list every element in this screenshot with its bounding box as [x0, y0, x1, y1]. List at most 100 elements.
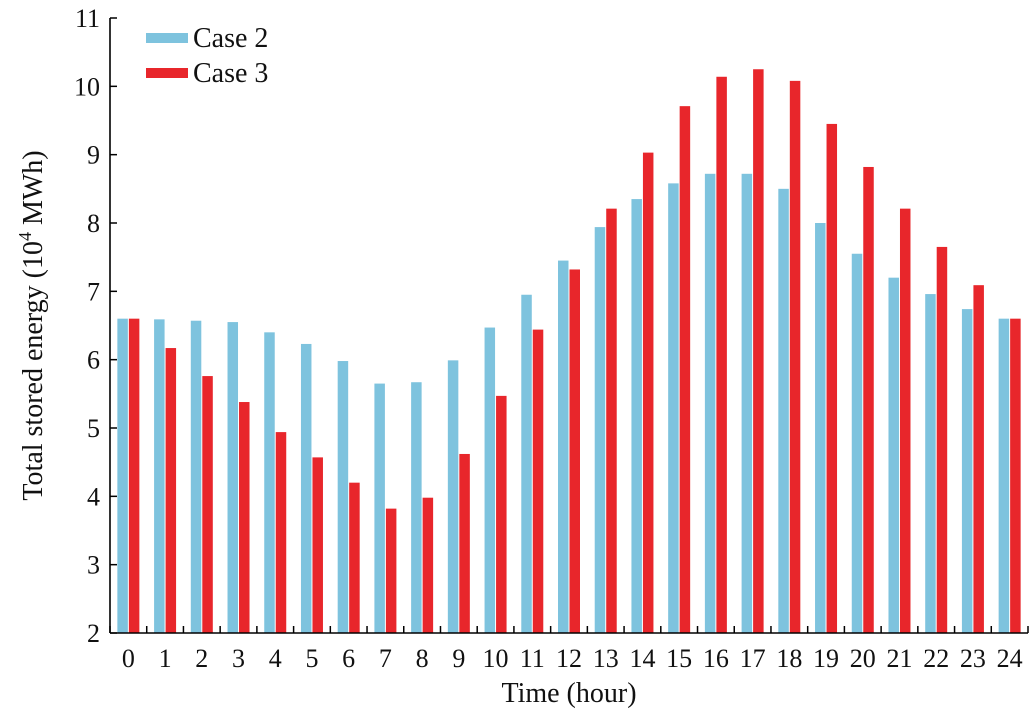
- bar-case-2-hour-12: [558, 260, 569, 633]
- y-tick-label-8: 8: [87, 209, 100, 238]
- y-tick-label-5: 5: [87, 414, 100, 443]
- bar-case-2-hour-20: [851, 253, 863, 633]
- x-tick-label-23: 23: [960, 644, 986, 673]
- legend-label-case-2: Case 2: [193, 23, 268, 54]
- bar-case-2-hour-17: [741, 173, 753, 634]
- x-tick-label-24: 24: [997, 644, 1023, 673]
- x-axis-label: Time (hour): [501, 678, 636, 709]
- bar-case-3-hour-18: [789, 80, 801, 634]
- legend-swatch-case-2: [146, 33, 188, 43]
- bar-case-3-hour-9: [459, 453, 470, 633]
- bar-case-3-hour-8: [422, 497, 434, 633]
- y-tick-label-4: 4: [87, 482, 100, 511]
- y-axis-label-superscript: 4: [15, 232, 35, 241]
- bar-case-3-hour-17: [753, 69, 764, 633]
- y-tick-label-11: 11: [75, 4, 100, 33]
- bar-case-3-hour-23: [973, 285, 984, 633]
- bar-case-3-hour-6: [349, 482, 360, 633]
- bar-case-2-hour-18: [778, 188, 789, 633]
- bar-case-2-hour-4: [264, 332, 275, 633]
- bar-case-2-hour-2: [190, 320, 202, 633]
- legend: Case 2 Case 3: [146, 23, 268, 89]
- y-axis-label-main: Total stored energy (10: [18, 241, 49, 501]
- bar-case-3-hour-19: [826, 123, 838, 634]
- y-tick-label-10: 10: [74, 72, 100, 101]
- bar-case-2-hour-9: [447, 360, 459, 633]
- x-tick-label-1: 1: [159, 644, 172, 673]
- bar-case-2-hour-7: [374, 383, 385, 633]
- bar-case-2-hour-8: [411, 382, 422, 633]
- x-tick-label-9: 9: [452, 644, 465, 673]
- y-tick-label-7: 7: [87, 277, 100, 306]
- bar-case-3-hour-15: [679, 106, 691, 633]
- bar-case-3-hour-2: [202, 376, 213, 633]
- x-tick-label-17: 17: [740, 644, 766, 673]
- bar-case-2-hour-1: [154, 319, 165, 633]
- x-tick-label-13: 13: [593, 644, 619, 673]
- y-tick-label-3: 3: [87, 551, 100, 580]
- bar-case-3-hour-5: [312, 457, 323, 633]
- legend-label-case-3: Case 3: [193, 58, 268, 89]
- x-tick-label-7: 7: [379, 644, 392, 673]
- x-tick-label-8: 8: [416, 644, 429, 673]
- x-tick-label-11: 11: [520, 644, 545, 673]
- x-ticks-group: 0 1 2 3 4 5 6 7 8 9 10 11 12 13 14 15 16 17 18 19 20 21 22 23 24: [109, 626, 1029, 673]
- bar-case-2-hour-3: [227, 322, 239, 633]
- bar-case-3-hour-16: [716, 76, 727, 633]
- bar-case-2-hour-16: [704, 173, 716, 634]
- x-tick-label-16: 16: [703, 644, 729, 673]
- bar-case-2-hour-24: [998, 318, 1010, 633]
- bar-case-2-hour-6: [337, 361, 349, 633]
- bar-case-2-hour-5: [300, 343, 312, 633]
- bar-case-3-hour-4: [275, 432, 287, 633]
- x-tick-label-0: 0: [122, 644, 135, 673]
- bar-case-3-hour-11: [532, 329, 544, 633]
- y-axis-label: Total stored energy (104 MWh): [15, 150, 49, 500]
- bar-case-2-hour-13: [594, 227, 606, 633]
- bars-group: [117, 69, 1021, 634]
- bar-case-3-hour-1: [165, 348, 177, 633]
- y-tick-label-2: 2: [87, 619, 100, 648]
- bar-case-2-hour-14: [631, 199, 642, 633]
- x-tick-label-3: 3: [232, 644, 245, 673]
- bar-case-3-hour-21: [899, 208, 911, 633]
- bar-case-3-hour-7: [385, 508, 397, 633]
- x-tick-label-21: 21: [886, 644, 912, 673]
- x-tick-label-6: 6: [342, 644, 355, 673]
- x-tick-label-18: 18: [776, 644, 802, 673]
- bar-case-3-hour-10: [496, 395, 507, 633]
- bar-case-3-hour-24: [1010, 318, 1021, 633]
- x-tick-label-20: 20: [850, 644, 876, 673]
- bar-case-2-hour-21: [888, 277, 899, 633]
- y-tick-label-6: 6: [87, 346, 100, 375]
- bar-case-2-hour-19: [815, 223, 826, 633]
- bar-case-3-hour-13: [606, 208, 617, 633]
- x-tick-label-15: 15: [666, 644, 692, 673]
- x-tick-label-14: 14: [629, 644, 655, 673]
- y-axis-label-tail: MWh): [18, 150, 49, 232]
- x-tick-label-4: 4: [269, 644, 282, 673]
- bar-case-2-hour-11: [521, 294, 532, 633]
- bar-case-3-hour-12: [569, 269, 580, 633]
- bar-case-2-hour-0: [117, 318, 128, 633]
- bar-case-3-hour-0: [128, 318, 140, 633]
- y-tick-label-9: 9: [87, 141, 100, 170]
- bar-case-3-hour-3: [239, 402, 250, 633]
- bar-case-2-hour-15: [668, 183, 679, 633]
- bar-case-2-hour-10: [484, 327, 496, 633]
- bar-case-2-hour-23: [961, 309, 973, 633]
- x-tick-label-19: 19: [813, 644, 839, 673]
- x-tick-label-22: 22: [923, 644, 949, 673]
- bar-case-3-hour-20: [863, 166, 874, 633]
- bar-case-2-hour-22: [925, 294, 936, 633]
- x-tick-label-12: 12: [556, 644, 582, 673]
- x-tick-label-5: 5: [305, 644, 318, 673]
- legend-swatch-case-3: [146, 68, 188, 78]
- bar-case-3-hour-22: [936, 246, 948, 634]
- bar-case-3-hour-14: [642, 152, 654, 633]
- y-ticks-group: 2 3 4 5 6 7 8 9 10 11: [74, 4, 117, 648]
- axes-group: [109, 18, 1028, 634]
- x-tick-label-10: 10: [483, 644, 509, 673]
- x-tick-label-2: 2: [195, 644, 208, 673]
